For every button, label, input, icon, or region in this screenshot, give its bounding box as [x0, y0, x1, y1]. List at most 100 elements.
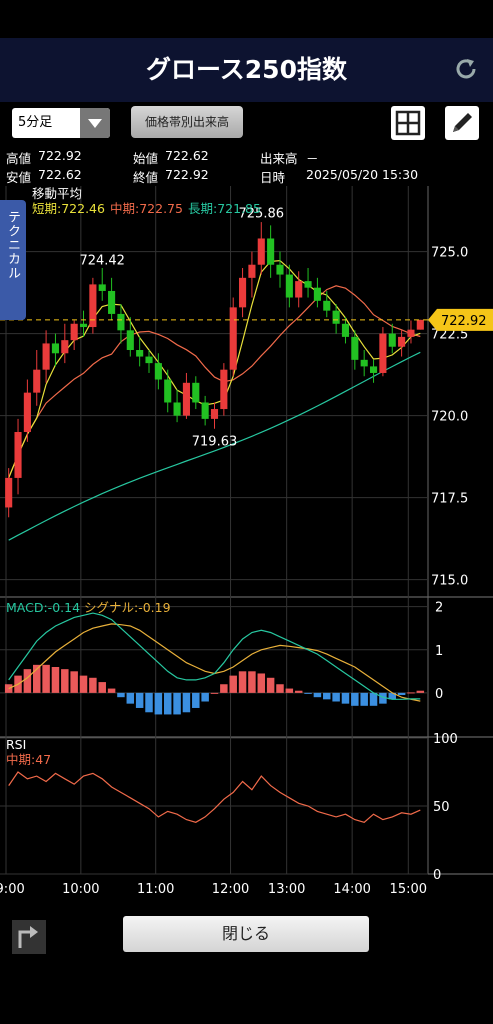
macd-histogram-bar — [229, 675, 237, 693]
macd-line — [8, 612, 421, 700]
candle — [276, 264, 284, 275]
open-value: 722.62 — [165, 148, 209, 163]
volume-value: － — [306, 151, 319, 166]
layout-button[interactable] — [391, 106, 425, 140]
macd-histogram-bar — [61, 669, 69, 693]
candle — [201, 402, 209, 419]
candle — [285, 274, 293, 298]
candle — [145, 356, 153, 364]
candle — [154, 363, 162, 380]
candle — [136, 350, 144, 357]
candle — [14, 432, 22, 478]
candle — [5, 477, 13, 508]
macd-histogram-bar — [70, 671, 78, 693]
volume-by-price-button[interactable]: 価格帯別出来高 — [131, 106, 243, 138]
candle — [192, 382, 200, 403]
header: グロース250指数 — [0, 38, 493, 102]
macd-histogram-bar — [248, 671, 256, 693]
macd-histogram-bar — [79, 675, 88, 693]
refresh-icon[interactable] — [453, 56, 479, 82]
macd-histogram-bar — [135, 692, 144, 708]
rsi-line — [8, 771, 421, 823]
candle — [117, 313, 125, 331]
candle — [304, 281, 312, 288]
candle — [313, 287, 321, 301]
bottom-bar: 閉じる — [0, 906, 493, 966]
candle — [51, 343, 60, 354]
macd-histogram-bar — [163, 692, 172, 715]
low-label: 安値 — [6, 170, 32, 185]
x-tick-label: 11:00 — [137, 882, 174, 897]
macd-histogram-bar — [98, 682, 106, 693]
macd-histogram-bar — [107, 688, 116, 693]
macd-legend: MACD:-0.14 — [6, 600, 80, 615]
candle — [257, 238, 265, 265]
macd-histogram-bar — [285, 688, 294, 693]
ma-legend-entry: 中期:722.75 — [110, 201, 183, 216]
macd-histogram-bar — [89, 677, 97, 693]
volume-label: 出来高 — [260, 151, 298, 166]
candle — [210, 409, 219, 419]
back-arrow-icon[interactable] — [10, 918, 48, 956]
candle — [164, 379, 172, 403]
x-tick-label: 10:00 — [62, 882, 99, 897]
technical-tab[interactable]: テクニカル — [0, 200, 26, 320]
x-tick-label: 09:00 — [0, 882, 25, 897]
macd-histogram-bar — [294, 690, 303, 693]
candle — [398, 336, 406, 347]
plot-background — [0, 186, 493, 874]
ma-legend-entry: 短期:722.46 — [32, 201, 105, 216]
datetime-value: 2025/05/20 15:30 — [306, 167, 419, 182]
rsi-y-tick-label: 0 — [433, 868, 441, 883]
rsi-y-tick-label: 50 — [433, 800, 450, 815]
chart-area[interactable]: 09:00 10:00 11:00 12:00 13:00 14:00 15:00 725.0… — [0, 186, 493, 906]
candle — [70, 323, 78, 341]
macd-histogram-bar — [276, 684, 284, 693]
y-tick-label: 725.0 — [431, 246, 468, 261]
candle — [416, 319, 424, 330]
x-tick-label: 12:00 — [212, 882, 249, 897]
interval-select[interactable]: 5分足 — [12, 108, 110, 138]
candle — [332, 310, 340, 324]
macd-histogram-bar — [201, 692, 209, 702]
grid-icon — [395, 110, 421, 136]
close-button[interactable]: 閉じる — [123, 916, 369, 952]
candle — [239, 277, 247, 308]
macd-y-tick-label: 1 — [435, 644, 443, 659]
y-tick-label: 717.5 — [431, 492, 468, 507]
candle — [33, 369, 41, 393]
rsi-y-tick-label: 100 — [433, 732, 458, 747]
macd-histogram-bar — [126, 692, 135, 704]
chevron-down-icon — [80, 108, 110, 138]
macd-histogram-bar — [33, 664, 41, 693]
macd-histogram-bar — [379, 692, 387, 704]
macd-histogram-bar — [407, 692, 415, 694]
price-info: 高値 722.92 安値 722.62 始値 722.62 終値 722.92 … — [0, 146, 493, 186]
y-tick-label: 722.5 — [431, 328, 468, 343]
macd-histogram-bar — [332, 692, 340, 702]
ma-title: 移動平均 — [32, 186, 82, 201]
mid-ma-line — [8, 285, 421, 479]
candle — [79, 323, 88, 328]
macd-histogram-bar — [341, 692, 350, 704]
macd-histogram-bar — [304, 692, 312, 694]
pencil-icon — [453, 113, 472, 132]
candle — [108, 290, 116, 314]
macd-histogram-bar — [42, 664, 50, 693]
macd-histogram-bar — [192, 692, 200, 708]
candle — [182, 382, 190, 416]
toolbar: 5分足 価格帯別出来高 — [0, 102, 493, 146]
macd-histogram-bar — [257, 673, 266, 693]
page-title: グロース250指数 — [146, 55, 347, 84]
candle — [267, 238, 275, 265]
candle — [220, 369, 228, 410]
candle — [42, 343, 50, 370]
current-price-label: 722.92 — [441, 314, 487, 329]
candle — [379, 333, 387, 373]
macd-y-tick-label: 0 — [435, 687, 443, 702]
macd-histogram-bar — [117, 692, 125, 698]
draw-button[interactable] — [445, 106, 479, 140]
macd-histogram-bar — [4, 684, 13, 693]
macd-histogram-bar — [397, 692, 406, 696]
macd-histogram-bar — [351, 692, 359, 706]
